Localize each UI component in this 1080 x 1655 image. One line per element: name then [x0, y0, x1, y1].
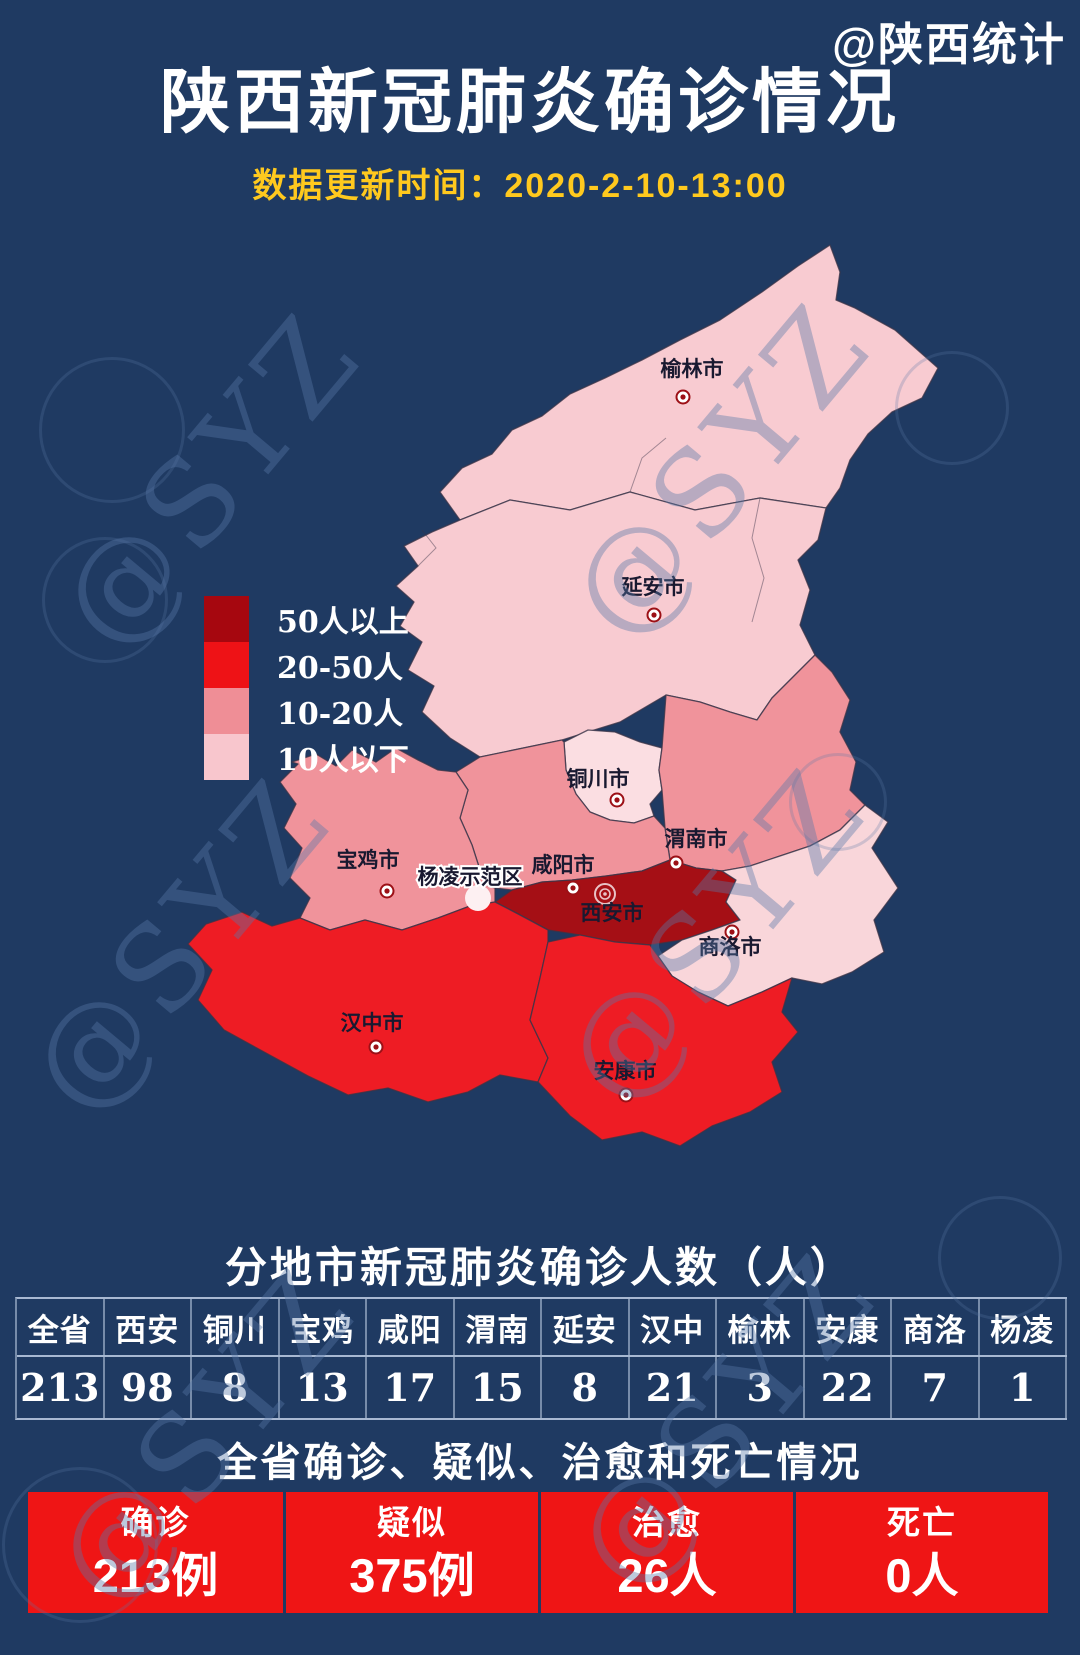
- table-value-row: 213 98 8 13 17 15 8 21 3 22 7 1: [17, 1355, 1067, 1418]
- table-header-cell: 西安: [105, 1299, 192, 1355]
- table-value-cell: 21: [630, 1357, 717, 1418]
- table-value-cell: 13: [280, 1357, 367, 1418]
- table-header-cell: 榆林: [717, 1299, 805, 1355]
- table-header-cell: 汉中: [630, 1299, 717, 1355]
- summary-card-label: 疑似: [377, 1503, 447, 1541]
- table-value-cell: 8: [192, 1357, 280, 1418]
- update-time-label: 数据更新时间：2020-2-10-13:00: [252, 167, 788, 205]
- summary-card-value: 0人: [885, 1548, 959, 1602]
- city-marker-icon: [675, 389, 691, 405]
- city-marker-icon: [646, 607, 662, 623]
- legend-row: 20-50人: [204, 642, 409, 688]
- table-value-cell: 1: [980, 1357, 1067, 1418]
- map-region: [279, 747, 496, 931]
- summary-card-value: 213例: [92, 1548, 219, 1602]
- map-region: [529, 934, 799, 1147]
- summary-card-label: 死亡: [887, 1503, 957, 1541]
- map-legend: 50人以上 20-50人 10-20人 10人以下: [204, 596, 409, 780]
- summary-card: 治愈 26人: [538, 1492, 793, 1613]
- legend-label: 10人以下: [277, 743, 409, 778]
- summary-card-label: 确诊: [120, 1503, 191, 1541]
- table-header-cell: 延安: [542, 1299, 630, 1355]
- city-marker-icon: [609, 792, 625, 808]
- city-marker-icon: [618, 1087, 634, 1103]
- map-city-label: 宝鸡市: [337, 848, 400, 872]
- map-region: [439, 244, 939, 521]
- map-city-label: 延安市: [621, 575, 685, 599]
- summary-card-value: 26人: [617, 1548, 717, 1602]
- city-marker-icon: [724, 924, 740, 940]
- legend-row: 10-20人: [204, 688, 409, 734]
- map-city-label: 汉中市: [341, 1011, 404, 1035]
- summary-card-label: 治愈: [632, 1503, 702, 1541]
- table-value-cell: 98: [105, 1357, 192, 1418]
- legend-label: 50人以上: [277, 605, 409, 640]
- summary-band: 确诊 213例 疑似 375例 治愈 26人 死亡 0人: [28, 1492, 1048, 1613]
- city-marker-icon: [565, 880, 581, 896]
- map-city-label: 商洛市: [699, 935, 762, 959]
- map-internal-border: [417, 529, 437, 567]
- table-value-cell: 22: [805, 1357, 892, 1418]
- table-value-cell: 8: [542, 1357, 630, 1418]
- legend-label: 20-50人: [277, 651, 403, 686]
- table-value-cell: 15: [455, 1357, 542, 1418]
- map-city-label: 渭南市: [665, 827, 728, 851]
- table-header-cell: 咸阳: [367, 1299, 455, 1355]
- table-value-cell: 7: [892, 1357, 980, 1418]
- summary-card: 确诊 213例: [28, 1492, 283, 1613]
- table-header-cell: 宝鸡: [280, 1299, 367, 1355]
- legend-swatch: [204, 596, 249, 642]
- legend-swatch: [204, 734, 249, 780]
- map-region: [187, 901, 549, 1103]
- yangling-enclave: [465, 885, 491, 911]
- map-city-label: 杨凌示范区: [418, 866, 523, 889]
- legend-row: 50人以上: [204, 596, 409, 642]
- table-header-cell: 全省: [17, 1299, 105, 1355]
- table-value-cell: 17: [367, 1357, 455, 1418]
- table-value-cell: 3: [717, 1357, 805, 1418]
- legend-label: 10-20人: [277, 697, 403, 732]
- map-city-label: 咸阳市: [532, 853, 595, 877]
- summary-card: 疑似 375例: [283, 1492, 538, 1613]
- city-marker-icon: [668, 855, 684, 871]
- summary-card: 死亡 0人: [793, 1492, 1048, 1613]
- city-marker-icon: [368, 1039, 384, 1055]
- table-header-cell: 商洛: [892, 1299, 980, 1355]
- table-header-row: 全省 西安 铜川 宝鸡 咸阳 渭南 延安 汉中 榆林 安康 商洛 杨凌: [17, 1299, 1067, 1355]
- table-header-cell: 安康: [805, 1299, 892, 1355]
- table-header-cell: 杨凌: [980, 1299, 1067, 1355]
- legend-swatch: [204, 642, 249, 688]
- summary-section-title: 全省确诊、疑似、治愈和死亡情况: [217, 1441, 863, 1485]
- table-header-cell: 铜川: [192, 1299, 280, 1355]
- city-marker-bullseye-icon: [594, 883, 616, 905]
- map-city-label: 安康市: [594, 1059, 657, 1083]
- map-internal-border: [629, 437, 667, 493]
- page-title: 陕西新冠肺炎确诊情况: [160, 63, 900, 141]
- account-watermark: @陕西统计: [832, 19, 1066, 70]
- city-marker-icon: [379, 883, 395, 899]
- legend-row: 10人以下: [204, 734, 409, 780]
- map-city-label: 榆林市: [661, 357, 724, 381]
- shaanxi-choropleth-map: 榆林市延安市铜川市渭南市咸阳市 宝鸡市西安市商洛市汉中市安康市 杨凌示范区: [150, 230, 980, 1160]
- map-city-label: 铜川市: [567, 767, 630, 791]
- city-cases-table: 全省 西安 铜川 宝鸡 咸阳 渭南 延安 汉中 榆林 安康 商洛 杨凌 213 98 8 13 17 15 8 21…: [15, 1297, 1067, 1420]
- summary-card-value: 375例: [349, 1548, 475, 1602]
- map-city-label: 西安市: [581, 901, 644, 925]
- table-value-cell: 213: [17, 1357, 105, 1418]
- map-region: [657, 804, 899, 1007]
- table-header-cell: 渭南: [455, 1299, 542, 1355]
- map-internal-border: [751, 497, 765, 623]
- table-title: 分地市新冠肺炎确诊人数（人）: [224, 1244, 855, 1291]
- legend-swatch: [204, 688, 249, 734]
